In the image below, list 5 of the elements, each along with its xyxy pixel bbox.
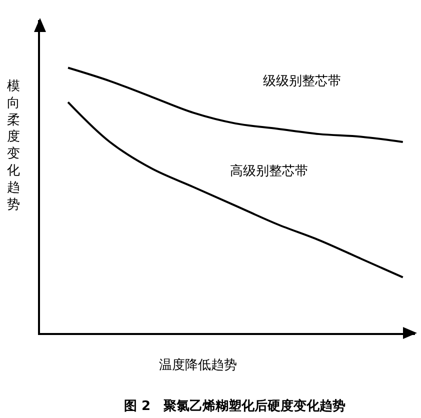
text: 级级别整芯带 xyxy=(263,74,341,89)
y-axis-title: 模向柔度变化趋势 xyxy=(7,79,20,212)
series-label: 高级别整芯带 xyxy=(230,163,308,179)
x-axis-title: 温度降低趋势 xyxy=(159,357,237,373)
text: 图 2 聚氯乙烯糊塑化后硬度变化趋势 xyxy=(124,398,346,414)
